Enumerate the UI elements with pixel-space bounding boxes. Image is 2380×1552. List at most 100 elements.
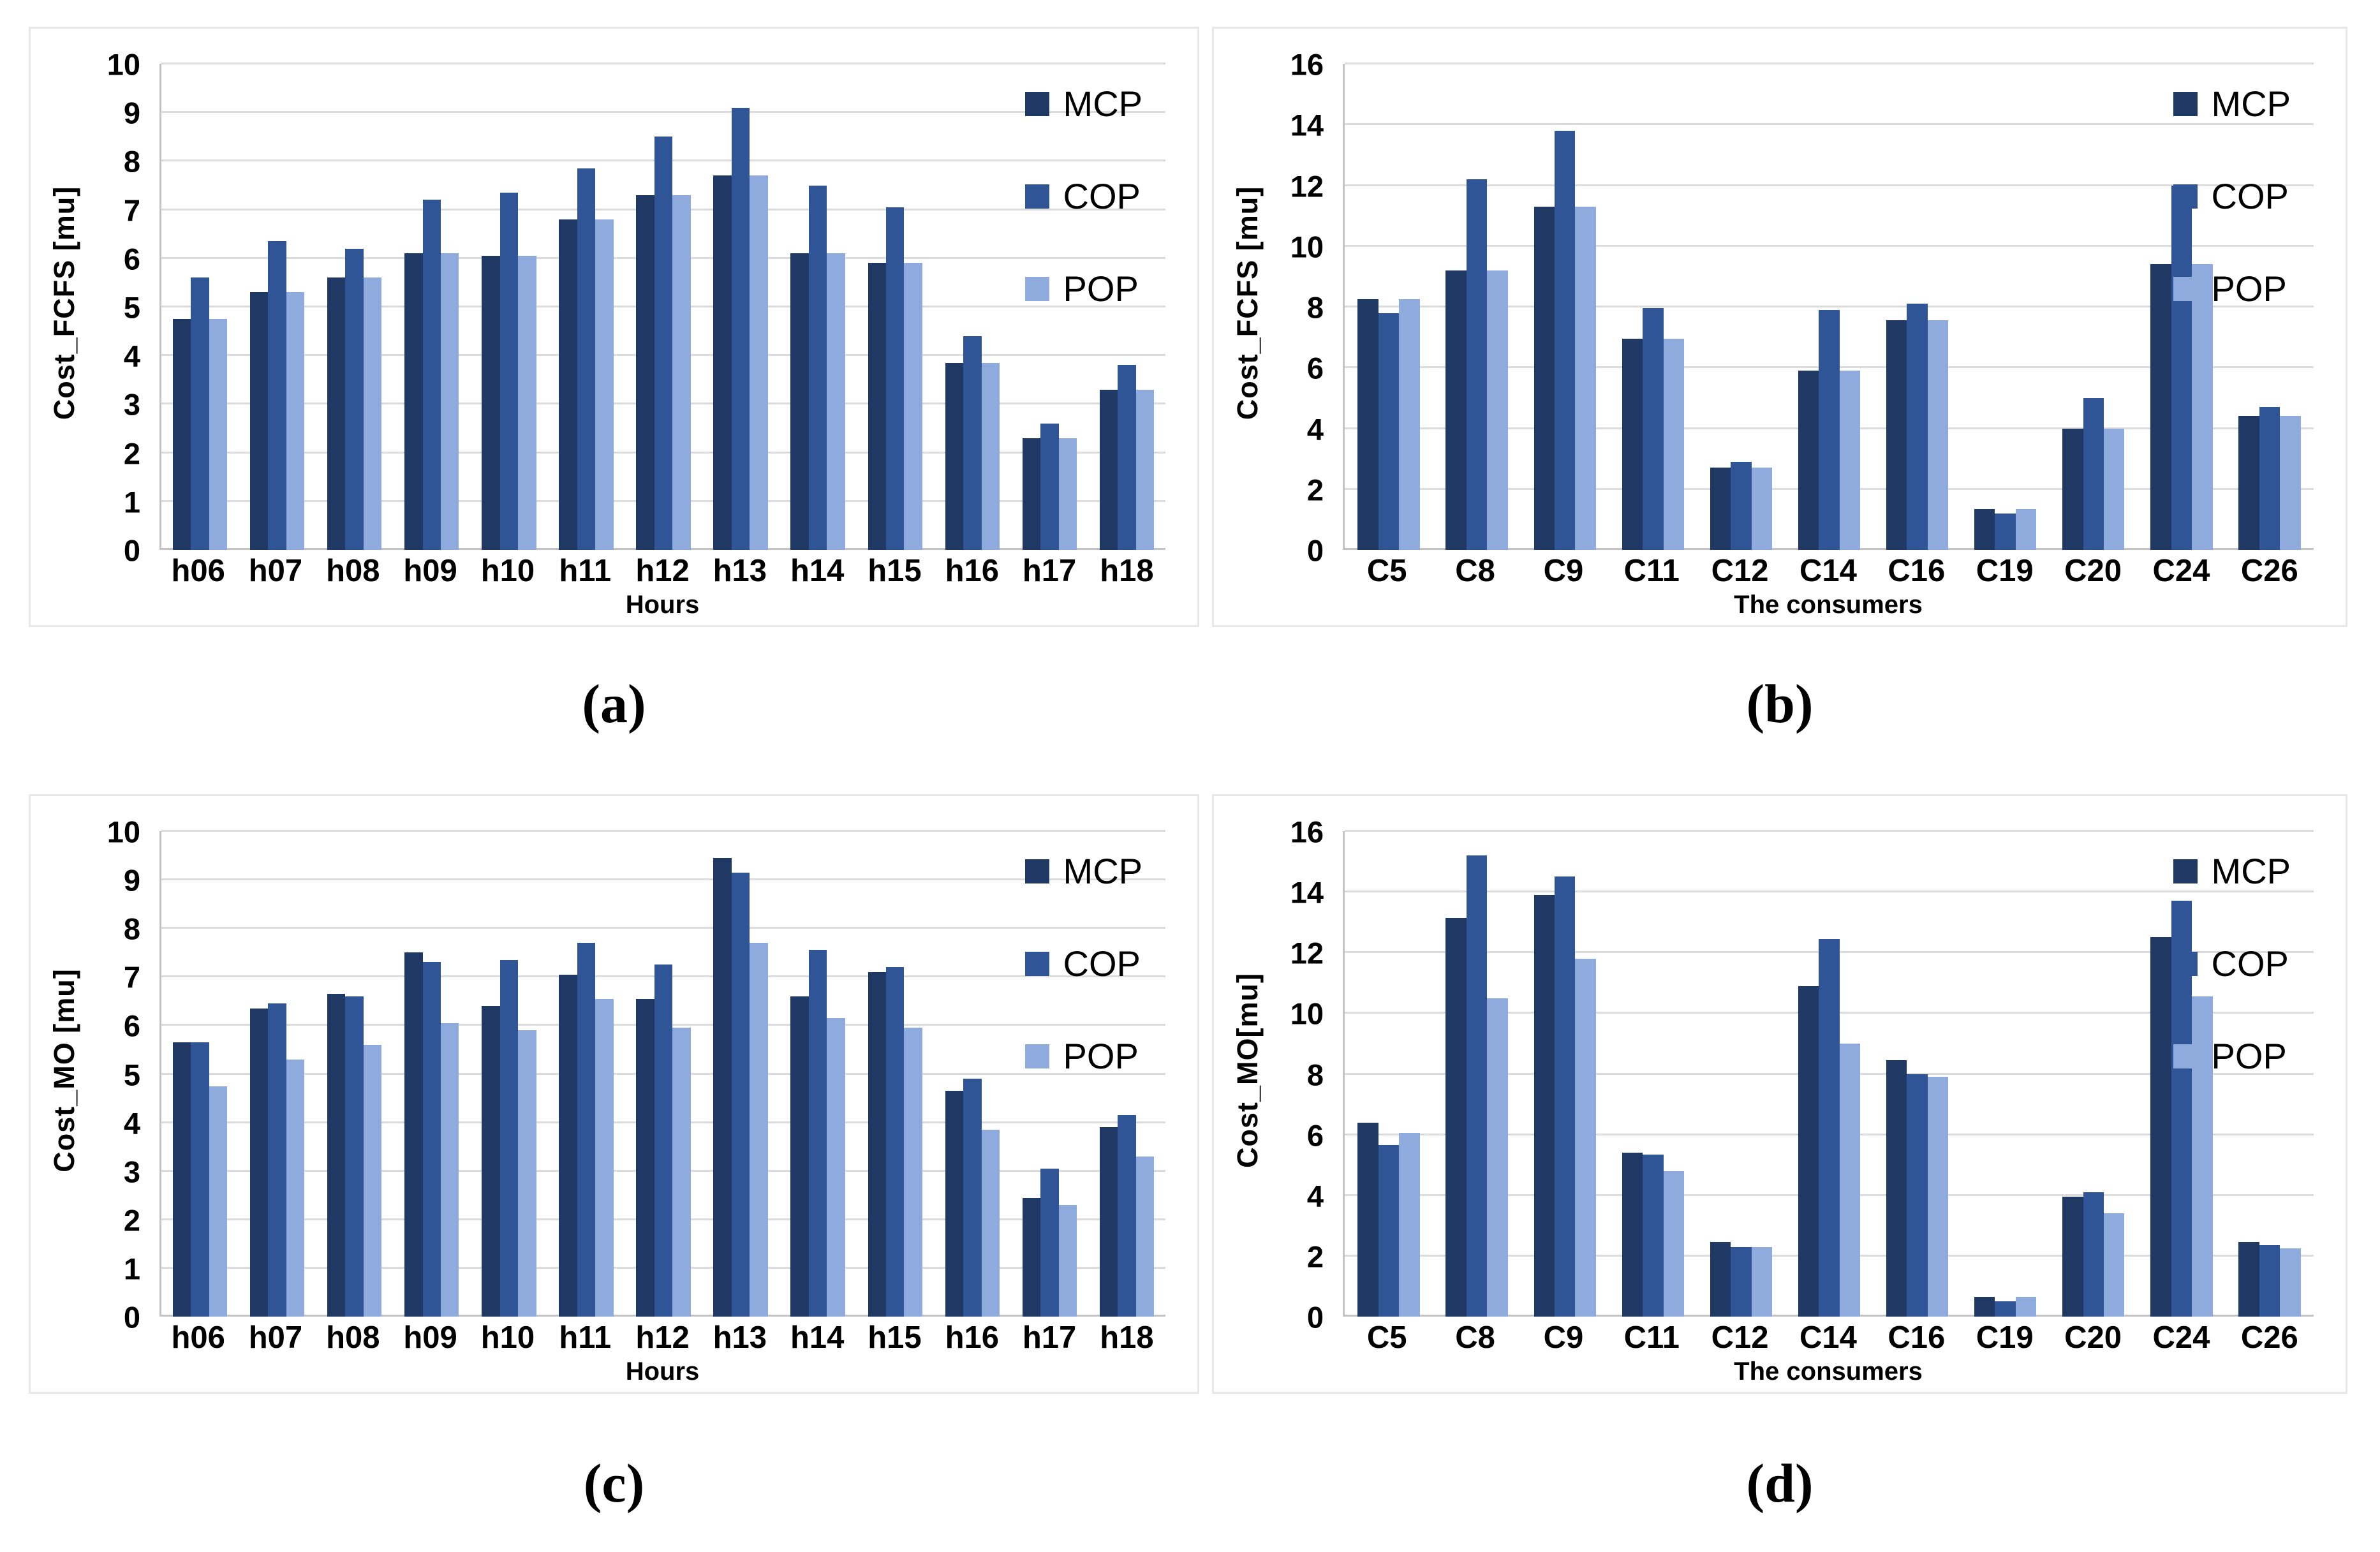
plot-area: MCP COP POP <box>159 830 1165 1317</box>
x-tick-label-C11: C11 <box>1623 1320 1680 1355</box>
y-tick-label: 16 <box>1290 47 1324 82</box>
legend: MCP COP POP <box>1024 850 1142 1077</box>
legend-item-pop: POP <box>2173 268 2291 309</box>
bar-cop-h14 <box>808 185 827 550</box>
bar-mcp-C16 <box>1886 1060 1907 1317</box>
gridline <box>1345 830 2314 832</box>
bar-pop-C26 <box>2280 1248 2301 1317</box>
legend-label: MCP <box>1063 84 1142 124</box>
bar-cop-h16 <box>963 336 982 550</box>
bar-mcp-C19 <box>1974 508 1995 550</box>
bar-pop-C11 <box>1663 1171 1684 1317</box>
bar-mcp-h15 <box>868 263 887 550</box>
bar-cop-h13 <box>731 872 750 1317</box>
bar-group-h13 <box>702 831 780 1317</box>
x-tick-label-h06: h06 <box>171 1320 225 1355</box>
x-tick-label-h15: h15 <box>868 1320 922 1355</box>
x-tick-label-h06: h06 <box>171 553 225 588</box>
bar-cop-C9 <box>1555 876 1576 1317</box>
bar-pop-C16 <box>1927 320 1949 550</box>
bar-cop-h16 <box>963 1079 982 1317</box>
gridline <box>1345 891 2314 893</box>
bar-pop-h12 <box>672 195 691 550</box>
bar-mcp-h07 <box>249 1008 269 1317</box>
legend-swatch-cop-icon <box>2173 184 2198 209</box>
bar-pop-h07 <box>286 292 305 550</box>
y-tick-label: 0 <box>123 1300 140 1334</box>
bar-pop-C26 <box>2280 416 2301 550</box>
y-axis-title-wrap: Cost_FCFS [mu] <box>45 64 84 617</box>
bar-group-C14 <box>1785 64 1873 550</box>
bar-cop-h06 <box>191 277 209 550</box>
bar-group-h18 <box>1088 64 1165 550</box>
y-tick-label: 10 <box>1290 230 1324 264</box>
bar-cop-C19 <box>1995 1301 2016 1317</box>
bar-cop-h18 <box>1118 365 1136 550</box>
bar-pop-C8 <box>1487 998 1508 1317</box>
x-tick-label-h10: h10 <box>480 553 535 588</box>
x-tick-label-C24: C24 <box>2152 1320 2210 1355</box>
x-tick-label-h14: h14 <box>790 1320 845 1355</box>
legend-swatch-mcp-icon <box>1024 91 1049 116</box>
x-tick-label-h18: h18 <box>1100 1320 1154 1355</box>
bar-cop-h09 <box>422 962 441 1317</box>
bar-cop-h12 <box>654 137 673 550</box>
chart-panel-d: Cost_MO[mu] 0 2 4 6 8 10 12 14 16 MCP COP POP C5 C8 C9 C… <box>1212 794 2347 1394</box>
plot-row: 0 2 4 6 8 10 12 14 16 MCP COP POP <box>1268 50 2346 566</box>
bar-mcp-h18 <box>1099 389 1118 550</box>
bar-cop-h07 <box>268 241 286 550</box>
y-tick-label: 14 <box>1290 875 1324 910</box>
bar-group-h10 <box>470 64 547 550</box>
legend: MCP COP POP <box>1024 83 1142 309</box>
chart-b: Cost_FCFS [mu] 0 2 4 6 8 10 12 14 16 MCP COP POP C5 C8… <box>1228 50 2346 617</box>
caption-b: (b) <box>1746 673 1814 734</box>
bar-group-h15 <box>857 64 934 550</box>
legend-item-cop: COP <box>1024 175 1142 217</box>
bar-mcp-C12 <box>1710 1242 1731 1317</box>
x-tick-label-C24: C24 <box>2152 553 2210 588</box>
legend-swatch-cop-icon <box>2173 951 2198 976</box>
bar-mcp-h09 <box>404 952 423 1317</box>
x-tick-label-h16: h16 <box>945 1320 999 1355</box>
y-tick-label: 9 <box>123 96 140 130</box>
bar-groups <box>1345 831 2314 1317</box>
legend-item-pop: POP <box>1024 268 1142 309</box>
y-tick-label: 6 <box>123 1009 140 1043</box>
x-tick-label-C8: C8 <box>1455 553 1495 588</box>
y-axis-title-wrap: Cost_FCFS [mu] <box>1228 64 1268 617</box>
bar-groups <box>161 64 1165 550</box>
y-tick-label: 4 <box>1306 1179 1324 1213</box>
x-tick-label-C20: C20 <box>2064 1320 2122 1355</box>
legend-swatch-pop-icon <box>2173 276 2198 301</box>
bar-mcp-C16 <box>1886 320 1907 550</box>
bar-pop-h11 <box>595 998 614 1317</box>
bar-group-h10 <box>470 831 547 1317</box>
legend-swatch-cop-icon <box>1024 951 1049 976</box>
x-tick-label-h07: h07 <box>248 1320 303 1355</box>
bar-pop-h06 <box>209 319 228 550</box>
gridline <box>161 63 1165 64</box>
y-tick-label: 2 <box>1306 1239 1324 1274</box>
y-axis-ticks: 0 1 2 3 4 5 6 7 8 9 10 <box>84 817 159 1333</box>
x-tick-label-h10: h10 <box>480 1320 535 1355</box>
legend-item-pop: POP <box>2173 1035 2291 1077</box>
bar-group-h18 <box>1088 831 1165 1317</box>
bar-mcp-h11 <box>559 219 577 550</box>
bar-group-C24 <box>2138 64 2226 550</box>
bar-group-h11 <box>547 831 625 1317</box>
legend-label: POP <box>2211 269 2287 309</box>
x-tick-label-C12: C12 <box>1711 553 1769 588</box>
bar-group-h09 <box>393 64 470 550</box>
x-tick-label-h13: h13 <box>713 1320 767 1355</box>
bar-mcp-C9 <box>1534 894 1555 1317</box>
bar-pop-h08 <box>363 277 382 550</box>
bar-group-C16 <box>1874 64 1962 550</box>
bar-mcp-C12 <box>1710 468 1731 550</box>
chart-panel-c: Cost_MO [mu] 0 1 2 3 4 5 6 7 8 9 10 MCP COP POP h06 h07 h… <box>29 794 1199 1394</box>
bar-cop-h17 <box>1040 1168 1059 1317</box>
y-axis-title: Cost_MO [mu] <box>48 968 80 1172</box>
bar-mcp-h12 <box>636 195 654 550</box>
y-axis-title: Cost_MO[mu] <box>1231 972 1264 1168</box>
bar-mcp-C11 <box>1622 339 1643 550</box>
bar-pop-C14 <box>1839 1043 1861 1317</box>
